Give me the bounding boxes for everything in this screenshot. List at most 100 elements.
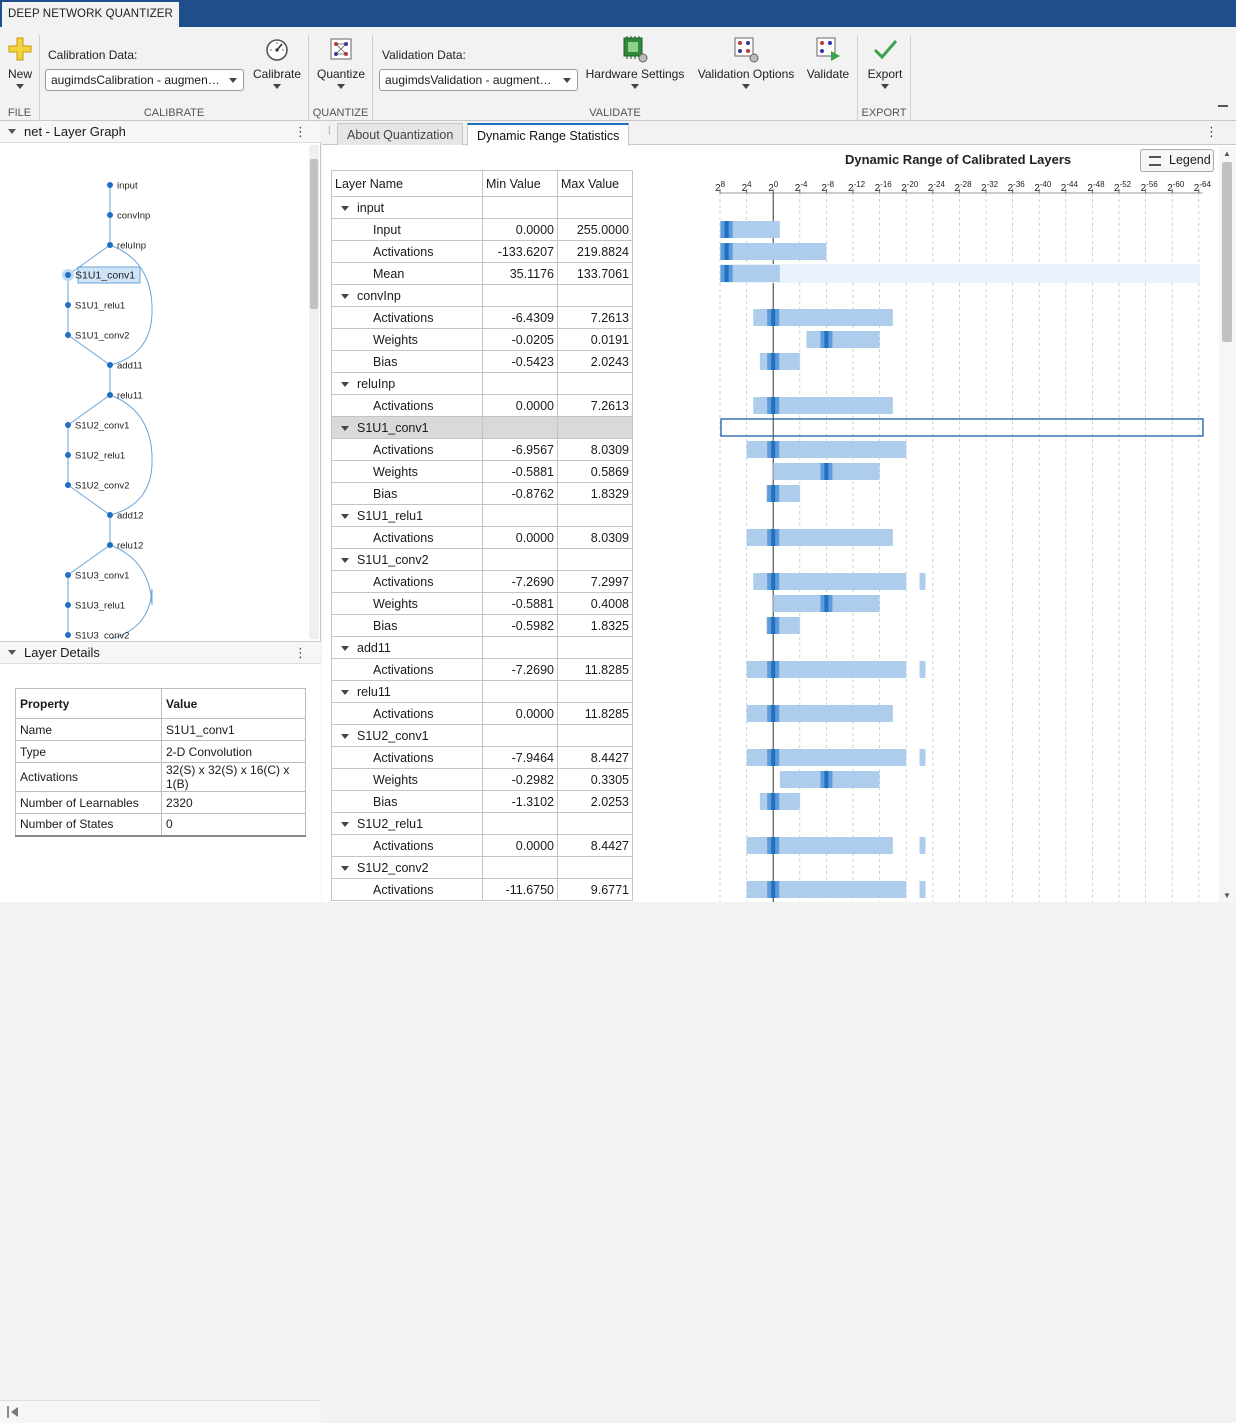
layer-group-row[interactable]: S1U1_conv1	[331, 416, 633, 439]
graph-node-label[interactable]: S1U3_conv1	[75, 571, 129, 582]
range-bar[interactable]	[759, 793, 800, 810]
layer-group-row[interactable]: S1U2_relu1	[331, 812, 633, 835]
graph-node-label[interactable]: S1U3_relu1	[75, 601, 125, 612]
table-row[interactable]: Weights -0.2982 0.3305	[331, 768, 633, 791]
expand-icon[interactable]	[341, 293, 349, 299]
graph-scroll-thumb[interactable]	[310, 159, 318, 309]
table-row[interactable]: Weights -0.5881 0.4008	[331, 592, 633, 615]
expand-icon[interactable]	[341, 733, 349, 739]
graph-node[interactable]	[65, 422, 71, 428]
table-row[interactable]: Weights -0.5881 0.5869	[331, 460, 633, 483]
expand-icon[interactable]	[341, 425, 349, 431]
validation-options-button[interactable]: Validation Options	[694, 35, 798, 89]
table-row[interactable]: Activations -6.9567 8.0309	[331, 438, 633, 461]
range-bar[interactable]	[746, 837, 893, 854]
graph-node-label[interactable]: S1U1_conv2	[75, 331, 129, 342]
graph-node[interactable]	[65, 482, 71, 488]
expand-icon[interactable]	[341, 205, 349, 211]
range-bar[interactable]	[806, 331, 880, 348]
quantize-button[interactable]: Quantize	[313, 35, 369, 89]
export-button[interactable]: Export	[861, 35, 909, 89]
expand-icon[interactable]	[341, 645, 349, 651]
collapse-left-icon[interactable]	[6, 1405, 20, 1419]
graph-node-label[interactable]: S1U2_relu1	[75, 451, 125, 462]
layer-graph-canvas[interactable]: input convInp reluInp S1U1_conv1 S1U1_relu1 S…	[0, 145, 321, 639]
graph-node[interactable]	[107, 212, 113, 218]
collapse-toolstrip-icon[interactable]	[1218, 105, 1228, 115]
range-bar[interactable]	[746, 441, 907, 458]
graph-node-label[interactable]: relu12	[117, 541, 143, 552]
table-row[interactable]: Activations 0.0000 8.4427	[331, 834, 633, 857]
more-options-icon[interactable]: ⋮	[1205, 124, 1218, 139]
graph-node[interactable]	[107, 392, 113, 398]
graph-node[interactable]	[65, 602, 71, 608]
table-row[interactable]: Bias -0.8762 1.8329	[331, 482, 633, 505]
table-row[interactable]: Bias -0.5982 1.8325	[331, 614, 633, 637]
legend-button[interactable]: Legend	[1140, 149, 1214, 172]
table-row[interactable]: Activations 0.0000 11.8285	[331, 702, 633, 725]
app-tab[interactable]: DEEP NETWORK QUANTIZER	[2, 2, 179, 27]
table-row[interactable]: Bias -1.3102 2.0253	[331, 790, 633, 813]
range-bar[interactable]	[759, 353, 800, 370]
graph-node[interactable]	[107, 512, 113, 518]
range-bar[interactable]	[746, 749, 907, 766]
chart-scroll-thumb[interactable]	[1222, 162, 1232, 342]
layer-group-row[interactable]: S1U2_conv2	[331, 856, 633, 879]
graph-node-label[interactable]: reluInp	[117, 241, 146, 252]
graph-node[interactable]	[107, 242, 113, 248]
layer-group-row[interactable]: relu11	[331, 680, 633, 703]
graph-node[interactable]	[65, 632, 71, 638]
table-row[interactable]: Mean 35.1176 133.7061	[331, 262, 633, 285]
graph-node-label[interactable]: relu11	[117, 391, 143, 402]
layer-group-row[interactable]: add11	[331, 636, 633, 659]
expand-icon[interactable]	[341, 381, 349, 387]
drag-grip-icon[interactable]: ⁞	[328, 126, 331, 137]
table-row[interactable]: Activations -6.4309 7.2613	[331, 306, 633, 329]
range-bar[interactable]	[746, 529, 893, 546]
table-row[interactable]: Activations 0.0000 8.0309	[331, 526, 633, 549]
table-row[interactable]: Activations -7.2690 11.8285	[331, 658, 633, 681]
calibrate-button[interactable]: Calibrate	[248, 35, 306, 89]
table-row[interactable]: Activations 0.0000 7.2613	[331, 394, 633, 417]
table-row[interactable]: Activations -7.2690 7.2997	[331, 570, 633, 593]
graph-scrollbar[interactable]	[309, 145, 319, 639]
graph-node[interactable]	[65, 572, 71, 578]
layer-group-row[interactable]: S1U2_conv1	[331, 724, 633, 747]
expand-icon[interactable]	[341, 821, 349, 827]
graph-node-label[interactable]: S1U3_conv2	[75, 631, 129, 640]
collapse-icon[interactable]	[8, 650, 16, 655]
layer-group-row[interactable]: reluInp	[331, 372, 633, 395]
hardware-settings-button[interactable]: Hardware Settings	[583, 35, 687, 89]
graph-node-label[interactable]: S1U2_conv2	[75, 481, 129, 492]
graph-node[interactable]	[107, 182, 113, 188]
scroll-down-icon[interactable]: ▼	[1223, 891, 1231, 900]
expand-icon[interactable]	[341, 689, 349, 695]
graph-node[interactable]	[65, 302, 71, 308]
range-bar[interactable]	[753, 573, 907, 590]
range-bar[interactable]	[753, 309, 893, 326]
new-button[interactable]: New	[4, 35, 36, 89]
scroll-up-icon[interactable]: ▲	[1223, 149, 1231, 158]
layer-group-row[interactable]: S1U1_conv2	[331, 548, 633, 571]
table-row[interactable]: Activations -11.6750 9.6771	[331, 878, 633, 901]
layer-group-row[interactable]: S1U1_relu1	[331, 504, 633, 527]
graph-node-label[interactable]: S1U2_conv1	[75, 421, 129, 432]
table-row[interactable]: Activations -7.9464 8.4427	[331, 746, 633, 769]
graph-node[interactable]	[107, 542, 113, 548]
expand-icon[interactable]	[341, 865, 349, 871]
range-bar[interactable]	[746, 705, 893, 722]
table-row[interactable]: Input 0.0000 255.0000	[331, 218, 633, 241]
graph-node[interactable]	[65, 332, 71, 338]
graph-node-label[interactable]: S1U1_relu1	[75, 301, 125, 312]
table-row[interactable]: Activations -133.6207 219.8824	[331, 240, 633, 263]
more-options-icon[interactable]: ⋮	[294, 645, 307, 660]
layer-group-row[interactable]: input	[331, 196, 633, 219]
validation-data-select[interactable]: augimdsValidation - augmentedImageDatast…	[379, 69, 578, 91]
range-bar[interactable]	[720, 243, 827, 260]
chart-scrollbar[interactable]: ▲ ▼	[1219, 147, 1236, 902]
graph-node[interactable]	[107, 362, 113, 368]
expand-icon[interactable]	[341, 557, 349, 563]
graph-node[interactable]	[65, 272, 71, 278]
graph-node-label[interactable]: input	[117, 181, 138, 192]
expand-icon[interactable]	[341, 513, 349, 519]
